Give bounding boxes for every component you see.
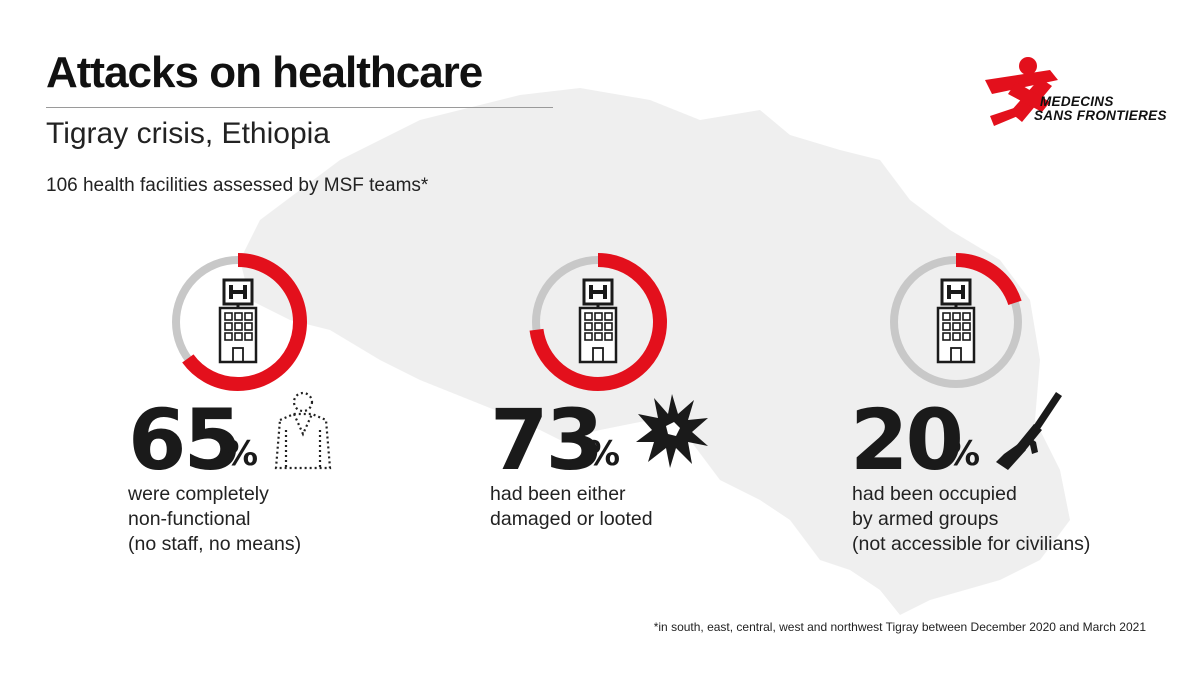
hospital-icon xyxy=(218,278,258,364)
page-subtitle: Tigray crisis, Ethiopia xyxy=(46,117,330,150)
caption-line: had been occupied xyxy=(852,483,1017,505)
stat-unit: % xyxy=(586,434,621,474)
msf-runner-icon xyxy=(985,57,1058,126)
stat-value: 73 xyxy=(490,391,604,489)
donut-chart-65 xyxy=(172,253,307,391)
stat-unit: % xyxy=(224,434,259,474)
stat-caption-1: were completely non-functional (no staff… xyxy=(128,482,301,557)
facilities-description: 106 health facilities assessed by MSF te… xyxy=(46,175,429,196)
hospital-icon xyxy=(936,278,976,364)
donut-arc xyxy=(529,253,667,391)
caption-line: by armed groups xyxy=(852,508,999,530)
stat-value: 20 xyxy=(850,391,964,489)
person-outline-icon xyxy=(274,391,332,470)
hospital-icon xyxy=(578,278,618,364)
rifle-icon xyxy=(996,392,1062,470)
stat-caption-2: had been either damaged or looted xyxy=(490,482,653,532)
donut-chart-20 xyxy=(890,253,1022,388)
stat-caption-3: had been occupied by armed groups (not a… xyxy=(852,482,1090,557)
caption-line: (not accessible for civilians) xyxy=(852,533,1091,555)
caption-line: (no staff, no means) xyxy=(128,533,302,555)
msf-logo xyxy=(985,57,1058,126)
caption-line: non-functional xyxy=(128,508,251,530)
caption-line: were completely xyxy=(128,483,269,505)
donut-arc xyxy=(955,253,1022,306)
caption-line: damaged or looted xyxy=(490,508,653,530)
logo-line-2: SANS FRONTIERES xyxy=(1034,108,1167,123)
explosion-icon xyxy=(636,394,708,468)
footnote: *in south, east, central, west and north… xyxy=(653,620,1146,634)
stat-unit: % xyxy=(946,434,981,474)
donut-arc xyxy=(182,253,307,391)
stat-value: 65 xyxy=(128,391,242,489)
caption-line: had been either xyxy=(490,483,626,505)
logo-line-1: MEDECINS xyxy=(1040,94,1114,109)
title-divider xyxy=(46,107,553,108)
donut-chart-73 xyxy=(529,253,667,391)
page-title: Attacks on healthcare xyxy=(46,48,483,97)
